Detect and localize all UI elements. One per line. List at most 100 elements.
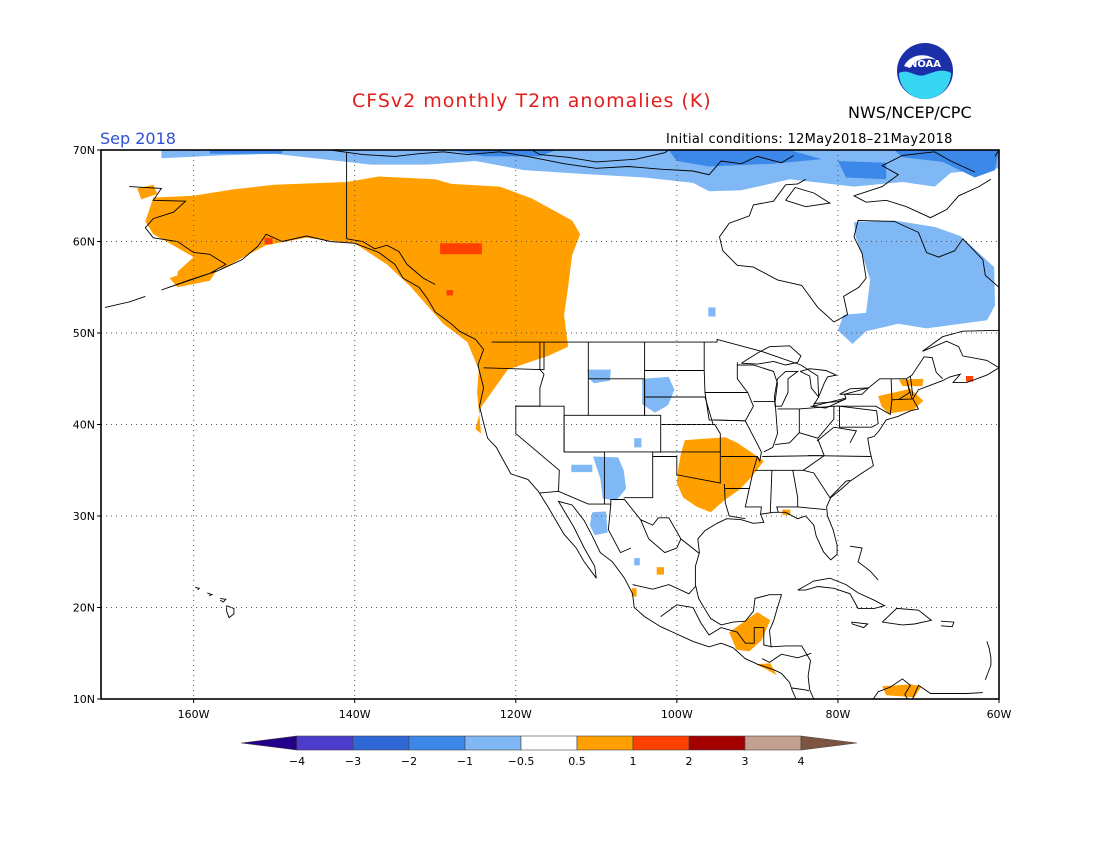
- anomaly-yukon-warm-core: [440, 243, 482, 255]
- coastline-great-lakes-huron: [799, 368, 838, 398]
- coastline-baffin-island: [852, 151, 992, 219]
- colorbar-swatch: [464, 735, 522, 751]
- longitude-labels: 160W 140W 120W 100W 80W 60W: [178, 699, 1012, 721]
- coastline-us-mexico-border: [539, 490, 700, 554]
- anomaly-maine-nova-scotia-warm: [878, 388, 924, 414]
- lat-tick-label: 20N: [73, 602, 95, 615]
- colorbar: −4 −3 −2 −1 −0.5 0.5 1 2 3 4: [240, 735, 858, 768]
- coastline-central-america-borders-3: [791, 687, 810, 692]
- coastline-us-state-lines-nevada: [515, 405, 565, 452]
- coastline-us-canada-border: [491, 338, 943, 407]
- latitude-labels: 70N 60N 50N 40N 30N 20N 10N: [73, 144, 101, 706]
- colorbar-swatch: [744, 735, 802, 751]
- colorbar-swatch: [576, 735, 634, 751]
- coastline-us-state-lines-west: [515, 342, 560, 492]
- anomaly-quebec-labrador-cool: [837, 220, 995, 344]
- anomaly-lake-of-woods-cool: [708, 307, 716, 317]
- colorbar-label: 0.5: [568, 755, 586, 768]
- noaa-logo: NOAA: [897, 43, 953, 99]
- coastline-layer: [104, 150, 1056, 699]
- coastline-us-state-lines-southeast: [769, 470, 773, 513]
- lon-tick-label: 140W: [339, 708, 371, 721]
- colorbar-swatch: [296, 735, 354, 751]
- lat-tick-label: 10N: [73, 693, 95, 706]
- anomaly-southwest-cool-2: [571, 464, 593, 473]
- coastline-us-state-lines-southeast-2: [776, 470, 799, 513]
- coastline-us-state-lines-indiana: [775, 408, 800, 446]
- coastline-us-state-lines-ny: [839, 378, 893, 416]
- coastline-hispaniola: [881, 607, 933, 626]
- colorbar-swatch: [352, 735, 410, 751]
- coastline-us-state-lines-iowa: [704, 392, 754, 422]
- map-frame: [100, 149, 1000, 700]
- coastline-jamaica: [851, 621, 869, 629]
- coastline-gulf-coast: [694, 329, 999, 699]
- coastline-great-lakes-michigan: [773, 370, 800, 407]
- coastline-central-america-borders-2: [761, 652, 812, 663]
- coastline-us-state-lines-wisconsin: [737, 364, 778, 402]
- coastline-us-state-lines-kentucky: [762, 438, 825, 457]
- coastline-lake-ontario: [839, 387, 870, 395]
- anomaly-baja-cool: [634, 558, 640, 566]
- coastline-hawaii-big: [226, 605, 235, 619]
- noaa-logo-wave: [899, 70, 951, 99]
- coastline-us-state-lines-mountain: [563, 342, 605, 505]
- coastline-us-state-lines-arkansas: [721, 456, 758, 489]
- coastline-us-state-lines-oregon-idaho: [483, 342, 545, 371]
- coastline-greenland-edge: [994, 150, 999, 157]
- anomaly-el-salvador-warm: [755, 663, 777, 676]
- anomaly-arctic-coast-cool: [161, 150, 999, 192]
- anomaly-central-america-warm: [729, 612, 771, 652]
- anomaly-gulf-coast-warm: [782, 509, 791, 516]
- colorbar-label: 3: [742, 755, 749, 768]
- anomaly-northeast-coast-warm-2: [899, 378, 924, 387]
- colorbar-swatch: [520, 735, 578, 751]
- anomaly-arctic-archipelago-cool-2: [668, 150, 822, 167]
- coastline-hudson-bay: [719, 178, 999, 323]
- anomaly-alaska-arctic-cool: [209, 150, 283, 154]
- coastline-us-state-lines-mississippi: [744, 488, 762, 515]
- colorbar-label: −0.5: [508, 755, 535, 768]
- coastline-great-lakes-erie-ontario: [810, 398, 847, 409]
- graticule: [101, 150, 999, 699]
- coastline-us-state-lines-carolinas: [803, 469, 851, 499]
- anomaly-western-alaska-coast-warm: [137, 184, 158, 200]
- colorbar-low-arrow: [240, 735, 298, 751]
- colorbar-label: 1: [630, 755, 637, 768]
- coastline-hawaii-maui: [219, 597, 227, 603]
- anomaly-sonora-cool: [589, 511, 608, 536]
- lat-tick-label: 30N: [73, 510, 95, 523]
- coastline-victoria-island: [531, 150, 670, 163]
- lon-tick-label: 60W: [987, 708, 1012, 721]
- lat-tick-label: 50N: [73, 327, 95, 340]
- anomaly-montana-cool: [587, 369, 611, 384]
- organization-label: NWS/NCEP/CPC: [848, 103, 972, 122]
- coastline-us-state-lines-minnesota: [703, 362, 749, 393]
- anomaly-arctic-islands-cool: [894, 150, 999, 178]
- coastline-alaska-canada-border: [346, 152, 436, 285]
- anomaly-nova-scotia-warm-core: [966, 376, 974, 382]
- anomaly-south-southwest-cool: [593, 456, 627, 501]
- colorbar-label: 2: [686, 755, 693, 768]
- coastline-us-state-lines-wyoming: [588, 378, 646, 416]
- coastline-us-state-lines-pa: [833, 405, 879, 428]
- coastline-us-state-lines-ohio: [799, 405, 835, 439]
- anomaly-alaska-peninsula-warm: [169, 267, 218, 288]
- lat-tick-label: 60N: [73, 236, 95, 249]
- coastline-puerto-rico: [940, 620, 955, 628]
- noaa-logo-bird: [904, 55, 936, 68]
- coastline-mexico-states-4: [660, 604, 764, 644]
- coastline-us-state-lines-maine: [909, 375, 914, 397]
- coastline-central-america-borders: [763, 627, 772, 648]
- coastline-us-state-lines-virginia: [808, 455, 871, 457]
- coastline-south-america-coast: [872, 678, 983, 699]
- coastline-us-state-lines-tennessee: [755, 455, 825, 471]
- coastline-newfoundland: [1005, 319, 1056, 360]
- colorbar-high-arrow: [800, 735, 858, 751]
- anomaly-south-central-plains-warm: [676, 437, 764, 513]
- coastline-north-america-west-coast: [129, 186, 797, 699]
- coastline-bahamas: [849, 545, 879, 581]
- coastline-hawaii-oahu: [207, 592, 214, 597]
- valid-month-label: Sep 2018: [100, 129, 176, 148]
- anomaly-arctic-archipelago-cool-4: [837, 161, 887, 180]
